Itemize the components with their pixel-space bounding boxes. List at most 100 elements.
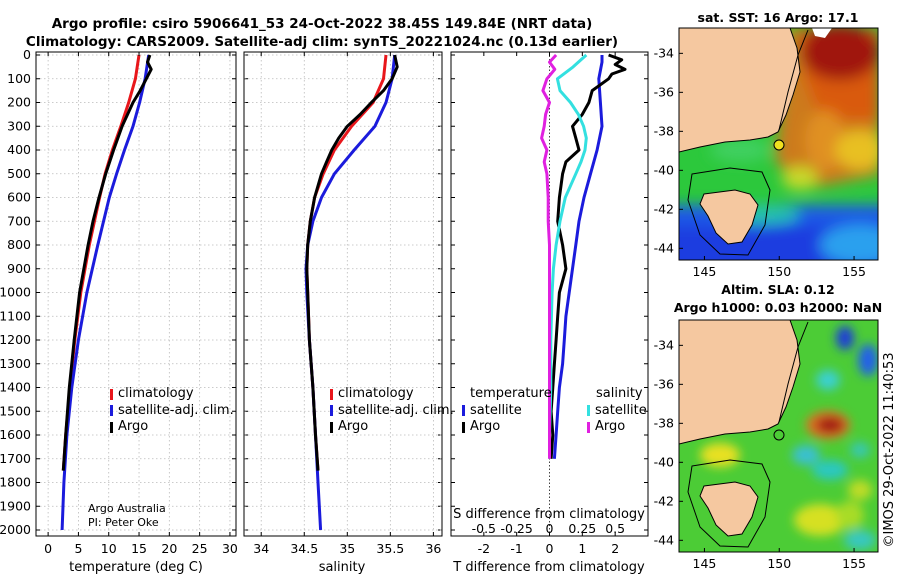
map-lat-label: -38 xyxy=(654,123,674,138)
temperature-xlabel: temperature (deg C) xyxy=(69,560,203,575)
depth-tick-label: 300 xyxy=(7,118,31,133)
depth-tick-label: 400 xyxy=(7,142,31,157)
salinity-xticks: 34 34.5 35 35.5 36 xyxy=(253,52,441,556)
x-tick-label: 15 xyxy=(131,541,147,556)
x-tick-label: 34.5 xyxy=(290,541,318,556)
timestamp: ©IMOS 29-Oct-2022 11:40:53 xyxy=(882,352,897,547)
title-line-2: Climatology: CARS2009. Satellite-adj cli… xyxy=(26,34,618,50)
legend-temp-argo-label: Argo xyxy=(470,419,500,434)
legend-argo-label: Argo xyxy=(118,419,148,434)
salinity-diff-tick-label: 0 xyxy=(546,521,554,536)
difference-xlabel: T difference from climatology xyxy=(452,560,645,575)
legend-climatology-label: climatology xyxy=(118,386,194,401)
x-tick-label: 0 xyxy=(546,541,554,556)
argo-location-marker xyxy=(773,429,785,441)
legend-sal-satellite-swatch xyxy=(587,405,590,416)
x-tick-label: 0 xyxy=(44,541,52,556)
legend-sal-satellite-label: satellite xyxy=(595,403,647,418)
depth-tick-label: 1300 xyxy=(0,356,31,371)
salinity-xlabel: salinity xyxy=(319,560,366,575)
salinity-diff-tick-label: -0.25 xyxy=(500,521,532,536)
x-tick-label: 2 xyxy=(611,541,619,556)
depth-tick-label: 600 xyxy=(7,190,31,205)
x-tick-label: 35 xyxy=(339,541,355,556)
legend-satellite-swatch xyxy=(330,405,333,416)
sst-map-ticks: 145 150 155 -34 -36 -38 -40 -42 -44 xyxy=(654,45,866,279)
sst-map-title: sat. SST: 16 Argo: 17.1 xyxy=(698,10,859,25)
legend-argo-label: Argo xyxy=(338,419,368,434)
x-tick-label: 10 xyxy=(101,541,117,556)
sst-map: sat. SST: 16 Argo: 17.1 xyxy=(654,10,879,279)
map-lon-label: 150 xyxy=(767,264,791,279)
depth-tick-label: 500 xyxy=(7,166,31,181)
map-lon-label: 155 xyxy=(842,264,866,279)
argo-location-marker xyxy=(773,139,785,151)
sla-field xyxy=(679,320,878,552)
temperature-xticks: 0 5 10 15 20 25 30 xyxy=(44,52,238,556)
salinity-satellite-series xyxy=(548,53,588,459)
salinity-diff-xticks: -0.5 -0.25 0 0.25 0.5 xyxy=(472,521,625,536)
depth-tick-label: 1200 xyxy=(0,332,31,347)
map-lat-label: -40 xyxy=(654,454,674,469)
depth-tick-label: 200 xyxy=(7,95,31,110)
legend-satellite-swatch xyxy=(110,405,113,416)
map-lat-label: -34 xyxy=(654,45,674,60)
sla-map-ticks: 145 150 155 -34 -36 -38 -40 -42 -44 xyxy=(654,337,866,571)
salinity-diff-tick-label: 0.25 xyxy=(568,521,596,536)
map-lat-label: -42 xyxy=(654,201,674,216)
map-lat-label: -44 xyxy=(654,532,674,547)
legend-satellite-label: satellite-adj. clim. xyxy=(338,403,454,418)
x-tick-label: 1 xyxy=(578,541,586,556)
legend-temperature-header: temperature xyxy=(470,386,552,401)
sla-map-title-2: Argo h1000: 0.03 h2000: NaN xyxy=(674,300,882,315)
map-lon-label: 145 xyxy=(693,264,717,279)
map-lat-label: -44 xyxy=(654,240,674,255)
temperature-argo-series xyxy=(549,53,627,459)
depth-tick-label: 1900 xyxy=(0,498,31,513)
legend-argo-swatch xyxy=(110,422,113,433)
x-tick-label: 25 xyxy=(192,541,208,556)
map-lat-label: -36 xyxy=(654,376,674,391)
difference-xticks: -2 -1 0 1 2 xyxy=(478,52,619,556)
x-tick-label: 35.5 xyxy=(376,541,404,556)
salinity-diff-tick-label: 0.5 xyxy=(605,521,625,536)
salinity-legend: climatology satellite-adj. clim. Argo xyxy=(330,386,454,434)
legend-sal-argo-swatch xyxy=(587,422,590,433)
salinity-diff-tick-label: -0.5 xyxy=(472,521,496,536)
depth-tick-label: 0 xyxy=(23,47,31,62)
argo-series xyxy=(61,54,153,471)
map-lat-label: -40 xyxy=(654,162,674,177)
sla-map: Altim. SLA: 0.12 Argo h1000: 0.03 h2000:… xyxy=(654,282,883,571)
depth-axis: 0 100 200 300 400 500 600 700 800 900 1000 1100 1200… xyxy=(0,47,648,537)
depth-tick-label: 700 xyxy=(7,213,31,228)
x-tick-label: -2 xyxy=(478,541,490,556)
temperature-panel: 0 5 10 15 20 25 30 temperature (deg C) climato… xyxy=(35,51,238,575)
salinity-axes-frame xyxy=(243,51,443,537)
map-lon-label: 150 xyxy=(767,556,791,571)
temperature-legend: climatology satellite-adj. clim. Argo xyxy=(110,386,234,434)
credit-line-2: PI: Peter Oke xyxy=(88,516,159,529)
title-line-1: Argo profile: csiro 5906641_53 24-Oct-20… xyxy=(52,16,593,32)
argo-series xyxy=(305,54,399,471)
difference-panel: -2 -1 0 1 2 T difference from climatology S … xyxy=(450,51,649,575)
map-lat-label: -34 xyxy=(654,337,674,352)
sla-map-title-1: Altim. SLA: 0.12 xyxy=(721,282,834,297)
x-tick-label: 5 xyxy=(74,541,82,556)
map-lat-label: -36 xyxy=(654,84,674,99)
x-tick-label: -1 xyxy=(510,541,522,556)
legend-sal-argo-label: Argo xyxy=(595,419,625,434)
legend-argo-swatch xyxy=(330,422,333,433)
map-lon-label: 145 xyxy=(693,556,717,571)
legend-climatology-label: climatology xyxy=(338,386,414,401)
legend-climatology-swatch xyxy=(110,389,113,400)
depth-tick-label: 1500 xyxy=(0,403,31,418)
x-tick-label: 34 xyxy=(253,541,269,556)
temperature-lines xyxy=(60,54,153,531)
difference-lines xyxy=(540,52,627,536)
difference-top-xlabel: S difference from climatology xyxy=(453,507,645,522)
legend-temp-argo-swatch xyxy=(462,422,465,433)
sst-field xyxy=(679,28,878,260)
x-tick-label: 20 xyxy=(161,541,177,556)
